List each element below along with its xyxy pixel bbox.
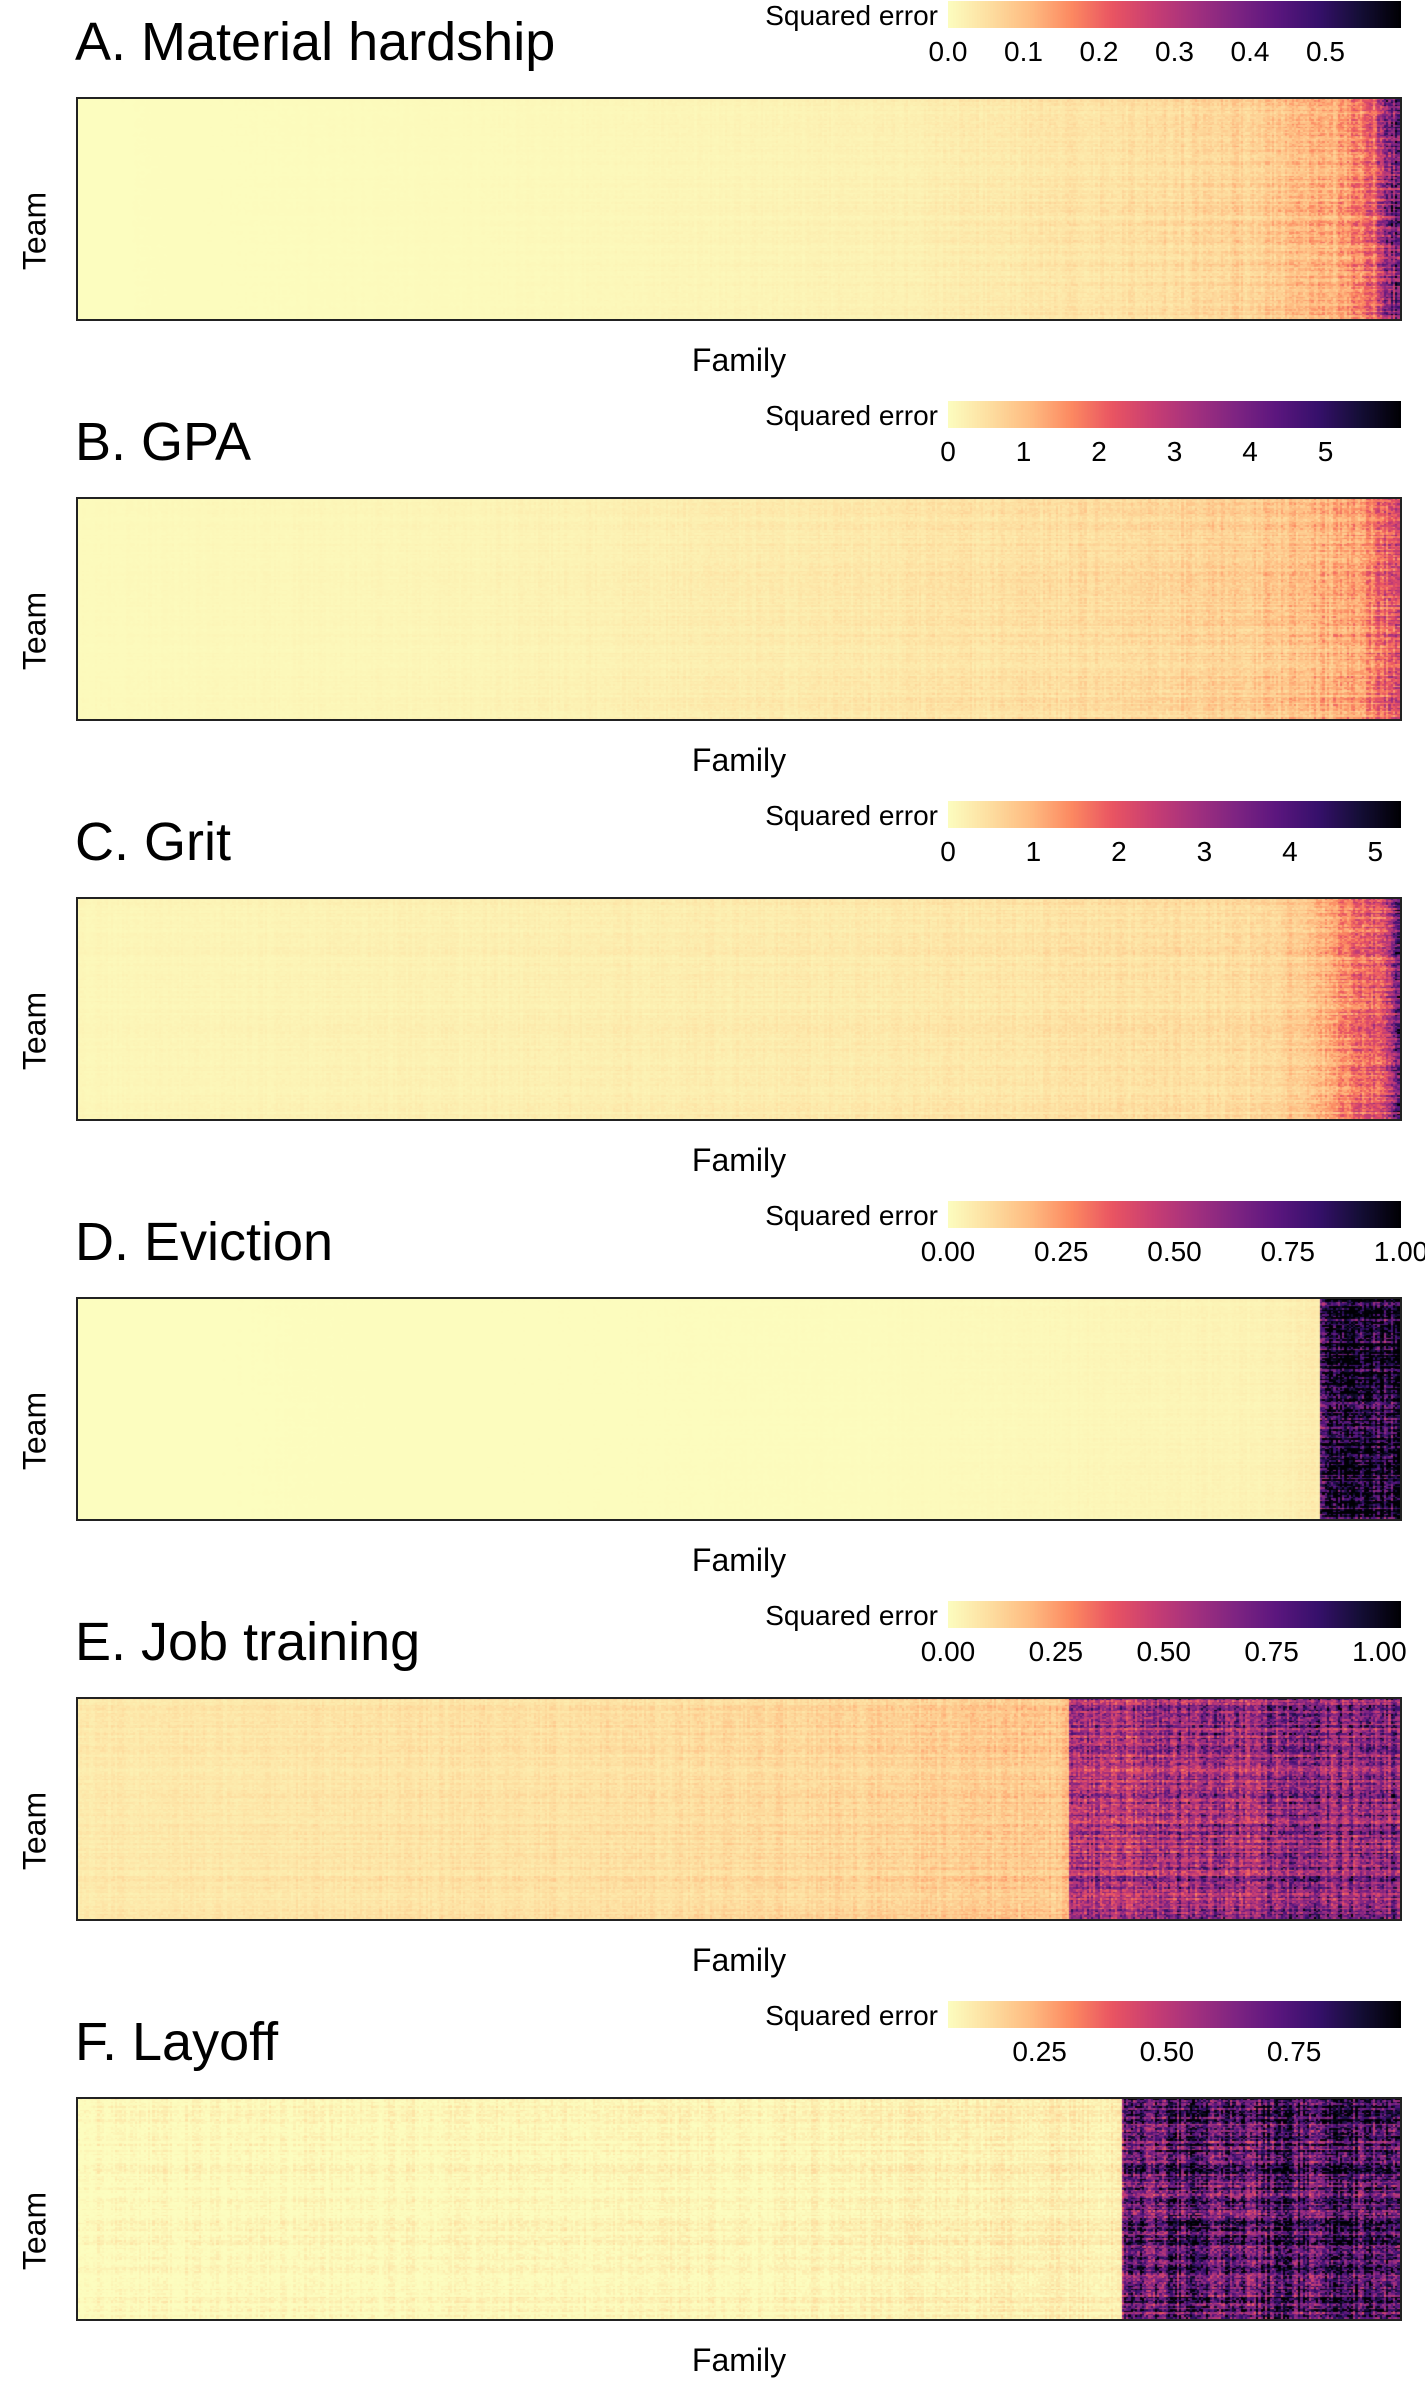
colorbar [948,401,1401,428]
colorbar-ticks: 0.00 0.25 0.50 0.75 1.00 [0,1236,1425,1270]
panel-layoff: F. Layoff Squared error 0.25 0.50 0.75 Tea… [0,2000,1425,2400]
colorbar [948,801,1401,828]
colorbar-tick-label: 2 [1091,436,1107,467]
x-axis-label: Family [691,2342,787,2378]
heatmap [76,1297,1402,1521]
colorbar-tick-label: 1.00 [1373,1236,1425,1267]
colorbar-tick-label: 1 [1015,436,1032,467]
colorbar-tick-label: 0.75 [1260,1236,1316,1267]
colorbar-tick-label: 0.4 [1230,36,1270,67]
panel-material-hardship: A. Material hardship Squared error 0.0 0.… [0,0,1425,400]
y-axis-label: Team [16,991,53,1071]
colorbar-tick-label: 0.25 [1028,1636,1084,1667]
panel-eviction: D. Eviction Squared error 0.00 0.25 0.50 0.… [0,1200,1425,1600]
panel-job-training: E. Job training Squared error 0.00 0.25 0.… [0,1600,1425,2000]
y-axis-label: Team [16,191,53,271]
colorbar-ticks: 0.00 0.25 0.50 0.75 1.00 [0,1636,1425,1670]
panel-title: D. Eviction [75,1212,334,1272]
panel-title: B. GPA [75,412,252,472]
colorbar-tick-label: 4 [1282,836,1298,867]
colorbar-tick-label: 0.00 [920,1236,976,1267]
colorbar-tick-label: 0.75 [1266,2036,1322,2067]
colorbar-tick-label: 0.50 [1136,1636,1191,1667]
colorbar [948,2001,1401,2028]
colorbar-tick-label: 0.50 [1147,1236,1202,1267]
x-axis-label: Family [691,1542,787,1578]
colorbar-label: Squared error [765,0,938,31]
colorbar-ticks: 0.0 0.1 0.2 0.3 0.4 0.5 [0,36,1425,70]
colorbar-tick-label: 3 [1166,436,1183,467]
colorbar-label: Squared error [765,1600,938,1631]
x-axis-label: Family [691,342,787,378]
colorbar-ticks: 0.25 0.50 0.75 [0,2036,1425,2070]
panel-gpa: B. GPA Squared error 0 1 2 3 4 5 Team Family [0,400,1425,800]
panel-grit: C. Grit Squared error 0 1 2 3 4 5 Team Family [0,800,1425,1200]
colorbar-tick-label: 5 [1367,836,1384,867]
colorbar-ticks: 0 1 2 3 4 5 [0,836,1425,870]
y-axis-label: Team [16,1391,53,1471]
colorbar-tick-label: 4 [1242,436,1258,467]
colorbar-tick-label: 1.00 [1352,1636,1407,1667]
colorbar-tick-label: 5 [1317,436,1334,467]
colorbar-tick-label: 0 [940,836,956,867]
panel-title: E. Job training [75,1612,421,1672]
colorbar [948,1201,1401,1228]
colorbar-label: Squared error [765,2000,938,2031]
colorbar-tick-label: 0.75 [1244,1636,1299,1667]
colorbar-tick-label: 0.50 [1139,2036,1195,2067]
x-axis-label: Family [691,1942,787,1978]
colorbar-tick-label: 2 [1111,836,1127,867]
colorbar-tick-label: 0.25 [1034,1236,1089,1267]
colorbar-tick-label: 0.25 [1012,2036,1067,2067]
heatmap [76,497,1402,721]
y-axis-label: Team [16,1791,53,1871]
y-axis-label: Team [16,591,53,671]
colorbar-label: Squared error [765,1200,938,1231]
colorbar [948,1,1401,28]
colorbar-ticks: 0 1 2 3 4 5 [0,436,1425,470]
colorbar-tick-label: 0.5 [1306,36,1345,67]
heatmap [76,97,1402,321]
colorbar-tick-label: 0.0 [928,36,968,67]
panel-title: C. Grit [75,812,231,872]
colorbar-tick-label: 0.2 [1079,36,1119,67]
colorbar-tick-label: 1 [1025,836,1042,867]
colorbar-tick-label: 3 [1196,836,1213,867]
heatmap [76,897,1402,1121]
panel-title: F. Layoff [75,2012,279,2072]
colorbar [948,1601,1401,1628]
y-axis-label: Team [16,2191,53,2271]
colorbar-tick-label: 0 [940,436,956,467]
colorbar-label: Squared error [765,800,938,831]
colorbar-tick-label: 0.00 [920,1636,976,1667]
x-axis-label: Family [691,1142,787,1178]
panel-title: A. Material hardship [75,12,556,72]
x-axis-label: Family [691,742,787,778]
colorbar-tick-label: 0.3 [1155,36,1194,67]
colorbar-tick-label: 0.1 [1004,36,1043,67]
colorbar-label: Squared error [765,400,938,431]
heatmap [76,2097,1402,2321]
heatmap [76,1697,1402,1921]
